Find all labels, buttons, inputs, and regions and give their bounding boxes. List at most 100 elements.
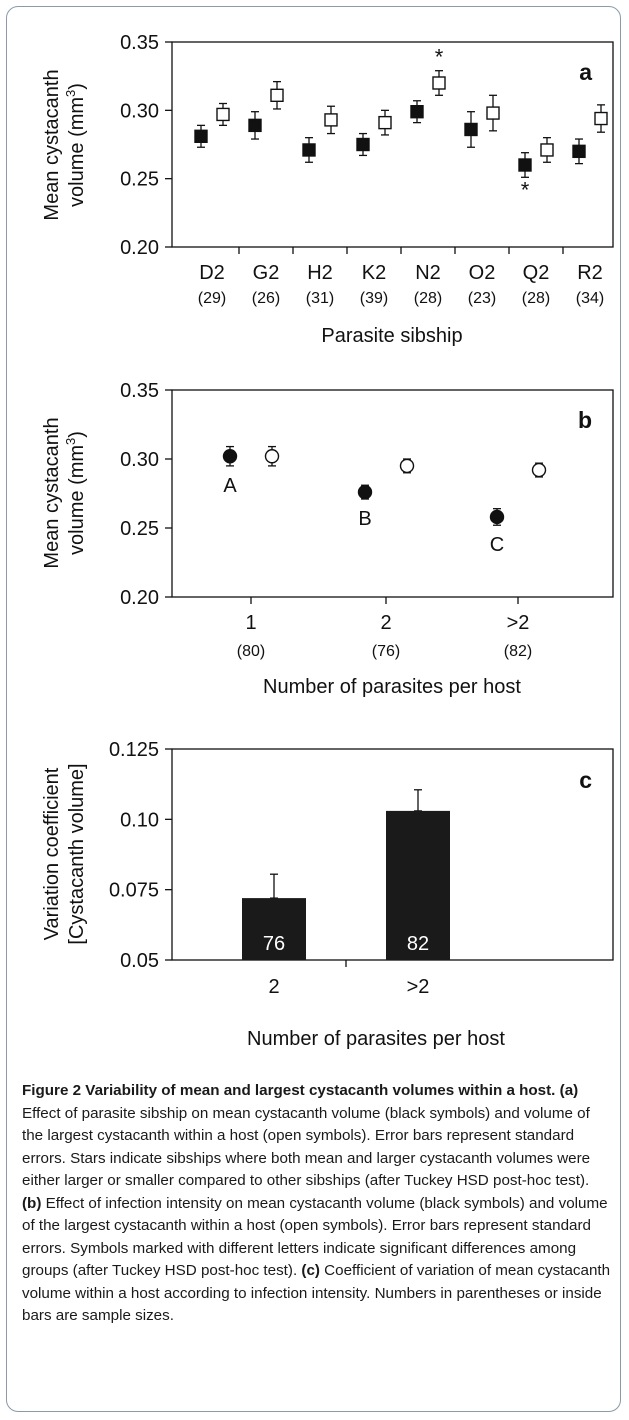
a-significance-star: *	[521, 177, 530, 202]
panel-c-y-label: Variation coefficient [Cystacanth volume…	[41, 763, 88, 944]
b-y-tick-label: 0.30	[120, 449, 159, 471]
b-x-tick-label: 2	[380, 612, 391, 634]
a-largest-volume-point	[486, 106, 500, 120]
b-x-tick-label: 1	[245, 612, 256, 634]
panel-a-y-axis: 0.35 0.30 0.25 0.20	[120, 32, 172, 259]
a-x-tick-label: Q2	[523, 262, 550, 284]
b-x-tick-label: >2	[507, 612, 530, 634]
a-x-tick-label: H2	[307, 262, 333, 284]
a-mean-volume-point	[194, 129, 208, 144]
c-x-tick-label: 2	[268, 976, 279, 998]
b-group-letter: A	[223, 475, 237, 497]
a-mean-volume-point	[464, 122, 478, 137]
b-sample-size-label: (80)	[237, 643, 265, 660]
b-mean-volume-point	[357, 484, 373, 500]
a-sample-size-label: (29)	[198, 290, 226, 307]
b-largest-volume-point	[531, 462, 547, 478]
a-x-tick-label: R2	[577, 262, 603, 284]
b-sample-size-label: (82)	[504, 643, 532, 660]
panel-c-x-axis: 2 >2	[268, 960, 429, 998]
panel-b-plot-frame	[171, 389, 614, 598]
panel-c-x-label: Number of parasites per host	[247, 1028, 505, 1050]
a-significance-star: *	[435, 45, 444, 70]
b-largest-volume-point	[264, 449, 280, 464]
a-sample-size-label: (28)	[522, 290, 550, 307]
c-bar	[242, 898, 306, 960]
b-mean-volume-point	[222, 449, 238, 464]
b-mean-volume-point	[489, 509, 505, 525]
c-bar	[386, 810, 450, 960]
a-mean-volume-point	[302, 143, 316, 157]
caption-label-c: (c)	[301, 1262, 320, 1279]
a-largest-volume-point	[216, 107, 230, 122]
a-largest-volume-point	[432, 76, 446, 90]
panel-a-x-label: Parasite sibship	[321, 325, 462, 347]
caption-label-a: (a)	[559, 1082, 579, 1099]
panel-b-x-axis: 1 (80) 2 (76) >2 (82)	[237, 597, 532, 660]
a-largest-volume-point	[378, 115, 392, 130]
c-bar-sample-size: 82	[407, 933, 429, 955]
panel-a-y-label: Mean cystacanth volume (mm3)	[41, 69, 88, 220]
panel-a-y-label-line1: Mean cystacanth	[41, 69, 63, 220]
a-mean-volume-point	[248, 118, 262, 133]
a-largest-volume-point	[270, 88, 284, 103]
panel-c-y-label-line2: [Cystacanth volume]	[66, 763, 88, 944]
caption-text-c: Coefficient of variation of mean cystaca…	[22, 1262, 611, 1324]
a-largest-volume-point	[540, 143, 554, 157]
c-x-tick-label: >2	[407, 976, 430, 998]
panel-c-y-axis: 0.125 0.10 0.075 0.05	[109, 739, 172, 972]
panel-c-y-label-line1: Variation coefficient	[41, 767, 63, 940]
c-y-tick-label: 0.125	[109, 739, 159, 761]
panel-a-letter: a	[579, 59, 592, 85]
panel-c-letter: c	[579, 767, 592, 793]
a-mean-volume-point	[356, 137, 370, 152]
a-x-tick-label: D2	[199, 262, 225, 284]
c-bar-sample-size: 76	[263, 933, 285, 955]
c-y-tick-label: 0.10	[120, 809, 159, 831]
a-y-tick-label: 0.30	[120, 100, 159, 122]
a-x-tick-label: G2	[253, 262, 280, 284]
panel-c: c Variation coefficient [Cystacanth volu…	[41, 739, 614, 1050]
panel-b-y-label-line2: volume (mm3)	[63, 431, 88, 555]
c-y-tick-label: 0.075	[109, 880, 159, 902]
caption-title: Figure 2 Variability of mean and largest…	[22, 1082, 556, 1099]
a-sample-size-label: (39)	[360, 290, 388, 307]
a-y-tick-label: 0.20	[120, 237, 159, 259]
a-x-tick-label: O2	[469, 262, 496, 284]
a-largest-volume-point	[324, 113, 338, 127]
a-largest-volume-point	[594, 111, 608, 126]
b-y-tick-label: 0.20	[120, 587, 159, 609]
panel-b-data-marks: A B C	[222, 445, 547, 556]
b-y-tick-label: 0.35	[120, 380, 159, 402]
panel-c-data-marks: 76 82	[242, 789, 450, 960]
figure-canvas: a Mean cystacanth volume (mm3) 0.350.300…	[41, 32, 614, 1050]
b-group-letter: C	[490, 534, 504, 556]
panel-a: a Mean cystacanth volume (mm3) 0.350.300…	[41, 32, 614, 347]
panel-b-y-label-line1: Mean cystacanth	[41, 417, 63, 568]
a-x-tick-label: N2	[415, 262, 441, 284]
a-y-tick-label: 0.25	[120, 169, 159, 191]
a-mean-volume-point	[410, 104, 424, 119]
a-sample-size-label: (31)	[306, 290, 334, 307]
a-sample-size-label: (28)	[414, 290, 442, 307]
a-sample-size-label: (23)	[468, 290, 496, 307]
panel-b-y-axis: 0.35 0.30 0.25 0.20	[120, 380, 172, 609]
a-mean-volume-point	[518, 158, 532, 172]
caption-label-b: (b)	[22, 1194, 42, 1212]
b-y-tick-label: 0.25	[120, 518, 159, 540]
panel-a-x-axis: D2 (29) G2 (26) H2 (31) K2 (39) N2 (28) O2 (23) Q2 (2…	[198, 247, 604, 307]
a-sample-size-label: (34)	[576, 290, 604, 307]
panel-b-x-label: Number of parasites per host	[263, 676, 521, 698]
caption-text-b: Effect of infection intensity on mean cy…	[22, 1194, 608, 1280]
panel-b: b Mean cystacanth volume (mm3) 0.350.300…	[41, 380, 614, 698]
panel-a-data-marks: **	[194, 45, 608, 202]
caption-text-a: Effect of parasite sibship on mean cysta…	[22, 1104, 591, 1190]
a-x-tick-label: K2	[362, 262, 386, 284]
panel-a-plot-frame	[171, 41, 614, 248]
b-group-letter: B	[358, 508, 371, 530]
panel-b-y-label: Mean cystacanth volume (mm3)	[41, 417, 88, 568]
panel-b-letter: b	[578, 407, 592, 433]
b-sample-size-label: (76)	[372, 643, 400, 660]
figure-caption: Figure 2 Variability of mean and largest…	[22, 1080, 612, 1328]
c-y-tick-label: 0.05	[120, 950, 159, 972]
